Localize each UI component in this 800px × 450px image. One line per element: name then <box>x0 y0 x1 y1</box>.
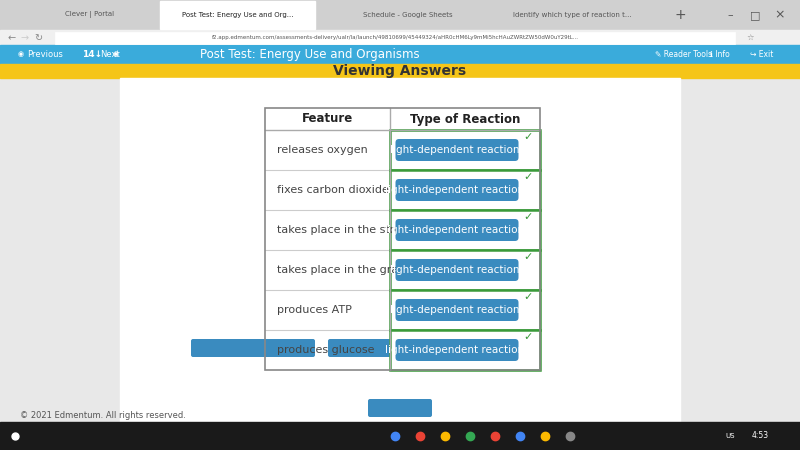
Text: US: US <box>726 433 734 439</box>
Text: Clever | Portal: Clever | Portal <box>66 12 114 18</box>
FancyBboxPatch shape <box>191 339 315 357</box>
Text: light-independent reactions: light-independent reactions <box>385 225 530 235</box>
FancyBboxPatch shape <box>395 299 518 321</box>
Text: ✎ Reader Tools: ✎ Reader Tools <box>655 50 712 59</box>
Text: light-dependent reactions: light-dependent reactions <box>390 265 525 275</box>
Text: Previous: Previous <box>27 50 63 59</box>
Bar <box>390 170 540 210</box>
Bar <box>390 290 540 330</box>
Text: © 2021 Edmentum. All rights reserved.: © 2021 Edmentum. All rights reserved. <box>20 410 186 419</box>
Bar <box>0 30 800 45</box>
Bar <box>390 210 540 250</box>
Text: □: □ <box>750 10 760 20</box>
Text: f2.app.edmentum.com/assessments-delivery/ualr/la/launch/49810699/45449324/aHR0cH: f2.app.edmentum.com/assessments-delivery… <box>211 35 578 40</box>
Text: ↪ Exit: ↪ Exit <box>750 50 774 59</box>
Bar <box>0 0 800 30</box>
Bar <box>0 45 800 64</box>
Text: Post Test: Energy Use and Organisms: Post Test: Energy Use and Organisms <box>200 48 420 61</box>
Text: ℹ Info: ℹ Info <box>710 50 730 59</box>
Text: –: – <box>727 10 733 20</box>
FancyBboxPatch shape <box>368 399 432 417</box>
Bar <box>265 108 540 370</box>
Text: ✓: ✓ <box>523 332 533 342</box>
Text: ×: × <box>774 9 786 22</box>
FancyBboxPatch shape <box>328 339 432 357</box>
FancyBboxPatch shape <box>395 219 518 241</box>
Text: Viewing Answers: Viewing Answers <box>334 64 466 78</box>
Text: ←: ← <box>8 33 16 43</box>
Text: Schedule - Google Sheets: Schedule - Google Sheets <box>362 12 452 18</box>
Text: light-independent reactions: light-independent reactions <box>385 185 530 195</box>
Text: Identify which type of reaction t...: Identify which type of reaction t... <box>513 12 632 18</box>
Bar <box>0 422 800 450</box>
FancyBboxPatch shape <box>395 179 518 201</box>
Text: releases oxygen: releases oxygen <box>277 145 368 155</box>
Text: produces ATP: produces ATP <box>277 305 352 315</box>
Bar <box>120 78 680 422</box>
Text: Post Test: Energy Use and Org...: Post Test: Energy Use and Org... <box>182 12 294 18</box>
Text: takes place in the stroma: takes place in the stroma <box>277 225 418 235</box>
FancyBboxPatch shape <box>395 339 518 361</box>
FancyBboxPatch shape <box>395 139 518 161</box>
Text: fixes carbon dioxide: fixes carbon dioxide <box>277 185 389 195</box>
Text: ☆: ☆ <box>746 33 754 42</box>
Text: ✓: ✓ <box>523 132 533 142</box>
Text: ◉: ◉ <box>18 51 24 58</box>
Text: →: → <box>21 33 29 43</box>
Text: ✓: ✓ <box>523 252 533 262</box>
Text: ✓: ✓ <box>523 212 533 222</box>
Text: Next: Next <box>100 50 120 59</box>
Text: light-dependent reactions: light-dependent reactions <box>390 305 525 315</box>
Bar <box>390 330 540 370</box>
Text: 4:53: 4:53 <box>751 432 769 441</box>
Text: ↻: ↻ <box>34 33 42 43</box>
Text: Feature: Feature <box>302 112 353 126</box>
Bar <box>160 1 315 29</box>
Text: produces glucose: produces glucose <box>277 345 374 355</box>
Text: light-independent reactions: light-independent reactions <box>385 345 530 355</box>
Bar <box>390 250 540 290</box>
Text: +: + <box>674 8 686 22</box>
Text: light-dependent reactions: light-dependent reactions <box>390 145 525 155</box>
Text: Type of Reaction: Type of Reaction <box>410 112 520 126</box>
Bar <box>265 108 540 370</box>
Bar <box>55 32 735 44</box>
Text: ◉: ◉ <box>113 51 119 58</box>
Text: 14↓: 14↓ <box>82 50 102 59</box>
Text: takes place in the grana: takes place in the grana <box>277 265 412 275</box>
Text: ✓: ✓ <box>523 292 533 302</box>
Text: ✓: ✓ <box>523 172 533 182</box>
Bar <box>390 130 540 170</box>
Bar <box>0 64 800 78</box>
FancyBboxPatch shape <box>395 259 518 281</box>
